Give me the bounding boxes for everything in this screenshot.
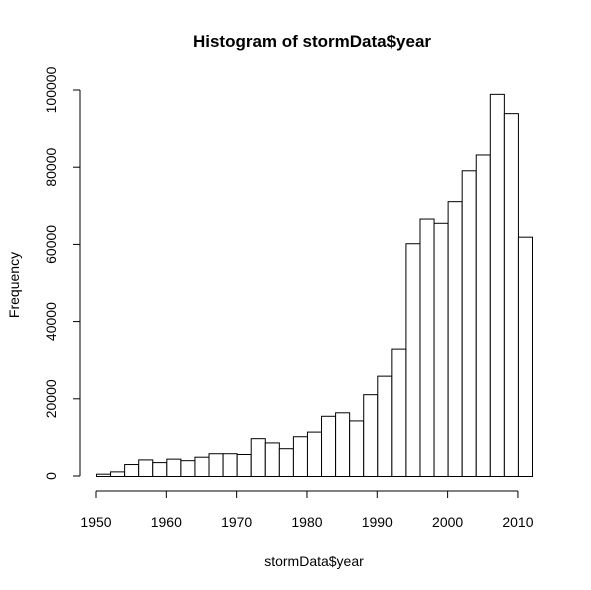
- histogram-bar-1998: [433, 222, 449, 477]
- histogram-bar-1952: [110, 471, 126, 478]
- histogram-bar-1958: [152, 462, 168, 478]
- histogram-bar-1968: [222, 453, 238, 478]
- histogram-bar-1966: [208, 453, 224, 478]
- histogram-bar-1980: [306, 431, 323, 477]
- x-tick-label-1950: 1950: [80, 514, 111, 530]
- histogram-bar-1992: [391, 348, 407, 477]
- histogram-bar-2002: [461, 170, 477, 477]
- x-tick-label-1990: 1990: [362, 514, 393, 530]
- y-tick-label-20000: 20000: [43, 379, 59, 418]
- y-axis-label: Frequency: [6, 252, 22, 318]
- x-axis: 1950 1960 1970 1980 1990 2000 2010: [80, 490, 534, 530]
- y-tick-label-40000: 40000: [43, 302, 59, 341]
- histogram-bar-2000: [447, 201, 463, 477]
- chart-title: Histogram of stormData$year: [193, 32, 431, 51]
- histogram-bar-1984: [335, 412, 351, 477]
- histogram-bar-1978: [292, 436, 308, 478]
- histogram-bar-1956: [138, 459, 154, 478]
- x-tick-label-1980: 1980: [291, 514, 322, 530]
- y-tick-label-100000: 100000: [43, 66, 59, 113]
- histogram-bar-1988: [363, 394, 379, 477]
- histogram-bar-2010: [517, 236, 534, 477]
- histogram-bar-1994: [405, 243, 421, 477]
- histogram-bar-1982: [321, 415, 337, 477]
- histogram-bar-1976: [278, 448, 294, 478]
- x-tick-label-2010: 2010: [502, 514, 533, 530]
- histogram-bar-1986: [349, 420, 365, 477]
- histogram-bar-1972: [250, 438, 266, 477]
- histogram-bar-1996: [419, 218, 435, 477]
- histogram-bar-1962: [180, 460, 196, 478]
- y-axis: 0 20000 40000 60000 80000 100000: [43, 66, 81, 480]
- bars-group: [96, 93, 534, 478]
- x-axis-label: stormData$year: [264, 553, 364, 569]
- histogram-bar-2008: [503, 113, 519, 477]
- histogram-bar-1954: [124, 464, 140, 477]
- x-tick-label-1970: 1970: [221, 514, 252, 530]
- x-tick-label-1960: 1960: [151, 514, 182, 530]
- histogram-bar-1950: [96, 473, 112, 477]
- histogram-bar-1974: [264, 442, 280, 477]
- y-tick-label-0: 0: [43, 472, 59, 480]
- y-tick-label-80000: 80000: [43, 148, 59, 187]
- histogram-bar-1960: [166, 458, 182, 478]
- histogram-bar-1964: [194, 456, 210, 478]
- y-tick-label-60000: 60000: [43, 225, 59, 264]
- histogram-bar-1970: [236, 453, 252, 477]
- x-tick-label-2000: 2000: [432, 514, 463, 530]
- histogram-bar-2006: [489, 93, 505, 478]
- histogram-bar-1990: [377, 375, 393, 478]
- histogram-bar-2004: [475, 154, 491, 477]
